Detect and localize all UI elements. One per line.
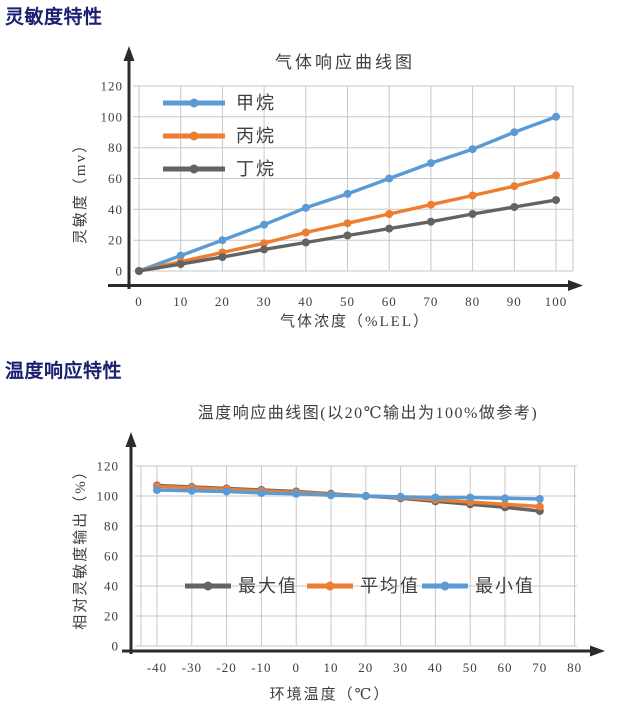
- legend-item-average: 平均值: [307, 576, 420, 596]
- section-header-sensitivity: 灵敏度特性: [5, 7, 103, 28]
- series-butane: [135, 196, 560, 275]
- x-axis: [108, 280, 583, 291]
- x-tick-labels: 0 10 20 30 40 50 60 70 80 90 100: [135, 294, 568, 309]
- svg-text:70: 70: [532, 660, 547, 675]
- svg-text:20: 20: [104, 609, 119, 624]
- series-methane: [135, 112, 560, 275]
- svg-text:50: 50: [340, 294, 355, 309]
- svg-text:最大值: 最大值: [238, 576, 298, 596]
- svg-text:120: 120: [101, 79, 124, 94]
- svg-text:70: 70: [423, 294, 438, 309]
- svg-text:平均值: 平均值: [360, 576, 420, 596]
- y-tick-labels: 0 20 40 60 80 100 120: [97, 459, 120, 654]
- svg-text:60: 60: [382, 294, 397, 309]
- legend: 甲烷 丙烷 丁烷: [163, 93, 276, 179]
- x-axis: [122, 645, 605, 657]
- svg-text:100: 100: [101, 109, 124, 124]
- svg-text:60: 60: [108, 171, 123, 186]
- chart-title: 温度响应曲线图(以20℃输出为100%做参考): [198, 403, 538, 422]
- svg-text:40: 40: [108, 202, 123, 217]
- svg-text:100: 100: [97, 489, 120, 504]
- svg-text:10: 10: [324, 660, 339, 675]
- svg-text:丁烷: 丁烷: [236, 159, 276, 179]
- svg-text:10: 10: [173, 294, 188, 309]
- svg-text:0: 0: [116, 264, 124, 279]
- y-tick-labels: 0 20 40 60 80 100 120: [101, 79, 124, 279]
- gas-response-chart: 0 20 40 60 80 100 120 0 10 20 30 40 50 60 70 80 90 100 气体响…: [72, 46, 583, 330]
- svg-text:0: 0: [292, 660, 300, 675]
- svg-text:60: 60: [498, 660, 513, 675]
- legend-item-methane: 甲烷: [163, 93, 276, 113]
- svg-text:0: 0: [112, 639, 120, 654]
- svg-text:40: 40: [104, 579, 119, 594]
- svg-text:60: 60: [104, 549, 119, 564]
- x-axis-title: 环境温度（℃）: [270, 685, 391, 703]
- svg-text:90: 90: [507, 294, 522, 309]
- svg-text:100: 100: [545, 294, 568, 309]
- legend-item-propane: 丙烷: [163, 126, 276, 146]
- legend-item-butane: 丁烷: [163, 159, 276, 179]
- legend-item-max: 最大值: [185, 576, 298, 596]
- svg-text:甲烷: 甲烷: [236, 93, 276, 113]
- y-axis: [125, 432, 137, 654]
- svg-text:20: 20: [215, 294, 230, 309]
- svg-text:0: 0: [135, 294, 143, 309]
- x-axis-title: 气体浓度（%LEL）: [280, 313, 430, 330]
- chart-title: 气体响应曲线图: [275, 53, 415, 72]
- svg-text:80: 80: [465, 294, 480, 309]
- series-min: [153, 486, 544, 503]
- svg-text:40: 40: [298, 294, 313, 309]
- legend-item-min: 最小值: [422, 576, 535, 596]
- svg-text:20: 20: [108, 233, 123, 248]
- temperature-response-chart: 0 20 40 60 80 100 120 -40 -30 -20 -10 0 10 20 30 40 50 60…: [72, 403, 605, 703]
- svg-text:80: 80: [108, 140, 123, 155]
- y-axis: [123, 46, 135, 289]
- svg-text:20: 20: [358, 660, 373, 675]
- svg-text:80: 80: [567, 660, 582, 675]
- svg-text:80: 80: [104, 519, 119, 534]
- svg-text:-10: -10: [251, 660, 271, 675]
- y-axis-title: 相对灵敏度输出（%）: [72, 462, 89, 630]
- svg-text:50: 50: [463, 660, 478, 675]
- svg-text:40: 40: [428, 660, 443, 675]
- svg-text:-20: -20: [216, 660, 236, 675]
- y-axis-title: 灵敏度（mv）: [72, 136, 89, 244]
- svg-text:-40: -40: [147, 660, 167, 675]
- legend: 最大值 平均值 最小值: [185, 576, 535, 596]
- x-tick-labels: -40 -30 -20 -10 0 10 20 30 40 50 60 70 80: [147, 660, 582, 675]
- svg-text:-30: -30: [182, 660, 202, 675]
- svg-text:最小值: 最小值: [475, 576, 535, 596]
- grid: [133, 85, 574, 272]
- svg-text:120: 120: [97, 459, 120, 474]
- grid: [135, 465, 577, 647]
- svg-text:30: 30: [257, 294, 272, 309]
- svg-text:30: 30: [393, 660, 408, 675]
- svg-text:丙烷: 丙烷: [236, 126, 276, 146]
- section-header-temperature: 温度响应特性: [5, 361, 123, 382]
